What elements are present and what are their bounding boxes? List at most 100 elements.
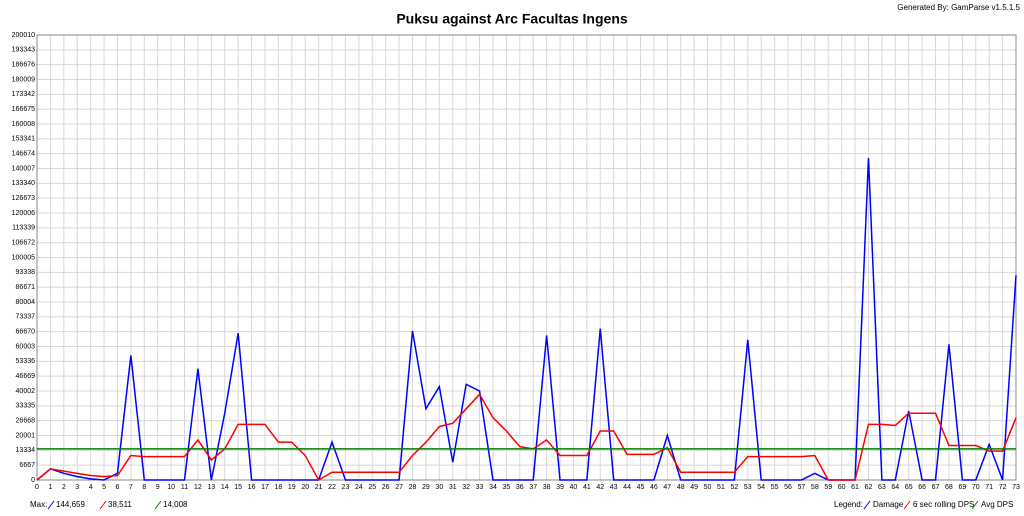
y-tick-label: 153341 bbox=[12, 136, 35, 143]
credit: Generated By: GamParse v1.5.1.5 bbox=[897, 3, 1020, 12]
x-tick-label: 37 bbox=[529, 484, 537, 491]
x-tick-label: 27 bbox=[395, 484, 403, 491]
x-tick-label: 53 bbox=[744, 484, 752, 491]
x-tick-label: 18 bbox=[274, 484, 282, 491]
x-tick-label: 23 bbox=[342, 484, 350, 491]
x-tick-label: 57 bbox=[798, 484, 806, 491]
legend-entry: Avg DPS bbox=[981, 500, 1013, 509]
x-tick-label: 49 bbox=[690, 484, 698, 491]
x-tick-label: 24 bbox=[355, 484, 363, 491]
data-line bbox=[36, 393, 1017, 482]
legend-label: Legend: bbox=[834, 500, 863, 509]
x-tick-label: 69 bbox=[958, 484, 966, 491]
x-tick-label: 67 bbox=[932, 484, 940, 491]
y-tick-label: 46669 bbox=[16, 373, 36, 380]
max-value: 38,511 bbox=[108, 500, 132, 509]
x-tick-label: 6 bbox=[116, 484, 120, 491]
x-tick-label: 22 bbox=[328, 484, 336, 491]
x-tick-label: 70 bbox=[972, 484, 980, 491]
x-tick-label: 9 bbox=[156, 484, 160, 491]
x-tick-label: 8 bbox=[142, 484, 146, 491]
x-tick-label: 42 bbox=[596, 484, 604, 491]
y-tick-label: 173342 bbox=[12, 91, 35, 98]
y-tick-label: 40002 bbox=[16, 388, 36, 395]
x-tick-label: 29 bbox=[422, 484, 430, 491]
x-tick-label: 59 bbox=[824, 484, 832, 491]
x-tick-label: 15 bbox=[234, 484, 242, 491]
x-tick-label: 11 bbox=[181, 484, 188, 491]
y-tick-label: 140007 bbox=[12, 165, 35, 172]
y-tick-label: 86671 bbox=[16, 284, 36, 291]
y-tick-label: 193343 bbox=[12, 47, 35, 54]
x-tick-label: 20 bbox=[301, 484, 309, 491]
x-tick-label: 17 bbox=[261, 484, 269, 491]
legend-icon bbox=[863, 500, 871, 510]
x-tick-label: 41 bbox=[583, 484, 591, 491]
x-tick-label: 14 bbox=[221, 484, 229, 491]
y-tick-label: 120006 bbox=[12, 210, 35, 217]
x-tick-label: 7 bbox=[129, 484, 133, 491]
x-tick-label: 58 bbox=[811, 484, 819, 491]
x-tick-label: 26 bbox=[382, 484, 390, 491]
x-tick-label: 48 bbox=[677, 484, 685, 491]
x-tick-label: 47 bbox=[663, 484, 671, 491]
x-tick-label: 5 bbox=[102, 484, 106, 491]
x-tick-label: 66 bbox=[918, 484, 926, 491]
x-tick-label: 4 bbox=[89, 484, 93, 491]
y-tick-label: 186676 bbox=[12, 62, 35, 69]
y-tick-label: 160008 bbox=[12, 121, 35, 128]
legend-entry: Damage bbox=[873, 500, 904, 509]
x-tick-label: 13 bbox=[207, 484, 215, 491]
y-tick-label: 66670 bbox=[16, 329, 36, 336]
x-tick-label: 50 bbox=[704, 484, 712, 491]
x-tick-label: 71 bbox=[985, 484, 993, 491]
x-tick-label: 60 bbox=[838, 484, 846, 491]
x-tick-label: 45 bbox=[637, 484, 645, 491]
x-tick-label: 65 bbox=[905, 484, 913, 491]
y-tick-label: 13334 bbox=[16, 447, 36, 454]
max-value: 144,659 bbox=[56, 500, 85, 509]
x-tick-label: 44 bbox=[623, 484, 631, 491]
x-tick-label: 36 bbox=[516, 484, 524, 491]
legend-icon bbox=[903, 500, 911, 510]
x-tick-label: 12 bbox=[194, 484, 202, 491]
x-tick-label: 30 bbox=[435, 484, 443, 491]
x-tick-label: 31 bbox=[449, 484, 457, 491]
max-label: Max: bbox=[30, 500, 47, 509]
y-tick-label: 26668 bbox=[16, 418, 36, 425]
x-tick-label: 35 bbox=[502, 484, 510, 491]
legend-icon bbox=[971, 500, 979, 510]
y-tick-label: 180009 bbox=[12, 76, 35, 83]
x-tick-label: 40 bbox=[570, 484, 578, 491]
x-tick-label: 43 bbox=[610, 484, 618, 491]
x-tick-label: 39 bbox=[556, 484, 564, 491]
y-tick-label: 80004 bbox=[16, 299, 36, 306]
max-icon bbox=[154, 500, 162, 510]
x-tick-label: 62 bbox=[865, 484, 873, 491]
x-tick-label: 32 bbox=[462, 484, 470, 491]
x-tick-label: 46 bbox=[650, 484, 658, 491]
y-tick-label: 166675 bbox=[12, 106, 35, 113]
x-tick-label: 52 bbox=[730, 484, 738, 491]
y-tick-label: 6667 bbox=[19, 462, 35, 469]
y-tick-label: 0 bbox=[31, 477, 35, 484]
x-tick-label: 38 bbox=[543, 484, 551, 491]
max-icon bbox=[99, 500, 107, 510]
y-tick-label: 33335 bbox=[16, 403, 36, 410]
x-tick-label: 3 bbox=[75, 484, 79, 491]
x-tick-label: 19 bbox=[288, 484, 296, 491]
x-tick-label: 1 bbox=[48, 484, 52, 491]
y-tick-label: 200010 bbox=[12, 32, 35, 39]
chart-title: Puksu against Arc Facultas Ingens bbox=[396, 11, 628, 27]
x-tick-label: 72 bbox=[999, 484, 1007, 491]
max-value: 14,008 bbox=[163, 500, 188, 509]
x-tick-label: 73 bbox=[1012, 484, 1020, 491]
x-tick-label: 28 bbox=[409, 484, 417, 491]
x-tick-label: 21 bbox=[315, 484, 323, 491]
y-tick-label: 126673 bbox=[12, 195, 35, 202]
x-tick-label: 56 bbox=[784, 484, 792, 491]
x-tick-label: 25 bbox=[368, 484, 376, 491]
x-tick-label: 54 bbox=[757, 484, 765, 491]
x-tick-label: 10 bbox=[167, 484, 175, 491]
y-tick-label: 133340 bbox=[12, 180, 35, 187]
